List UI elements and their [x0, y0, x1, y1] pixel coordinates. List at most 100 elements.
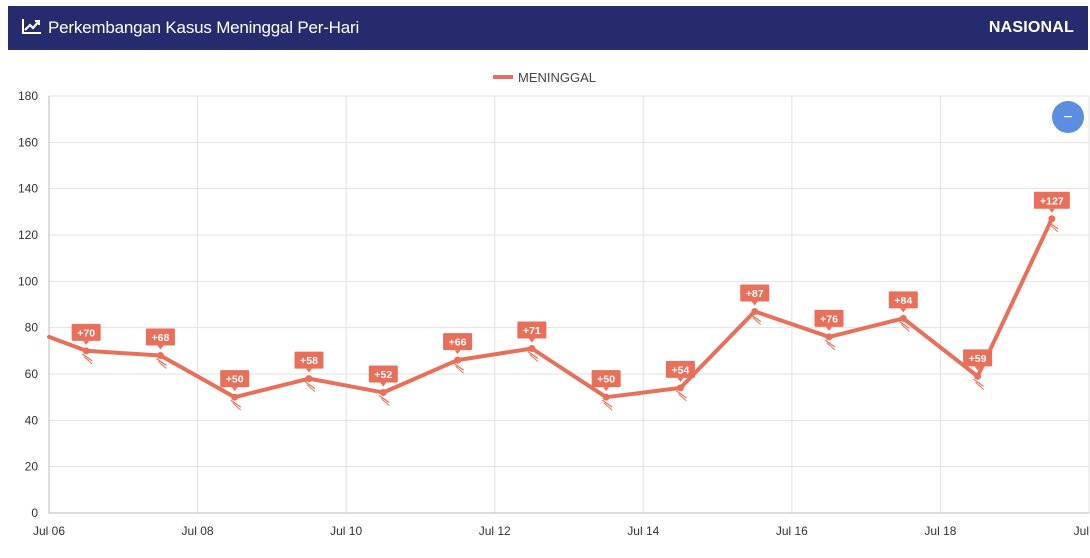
- y-tick-label: 120: [18, 228, 38, 242]
- data-label-box: [294, 351, 324, 369]
- marker-tick: [975, 381, 984, 390]
- header-title-group: Perkembangan Kasus Meninggal Per-Hari: [22, 18, 359, 39]
- chart-header: Perkembangan Kasus Meninggal Per-Hari NA…: [8, 6, 1088, 50]
- data-labels: +70 +68 +50 +58 +52 +66 +71 +50 +54 +87 +76 +84 +59 +…: [71, 191, 1070, 392]
- y-tick-label: 80: [25, 321, 39, 335]
- data-label: +59: [963, 349, 993, 371]
- marker-tick: [529, 354, 539, 362]
- axes: 0 20 40 60 80 100 120 140 160 180 Jul 06 Jul 08 Jul …: [18, 89, 1089, 538]
- marker-tick: [900, 324, 910, 332]
- marker-tick: [304, 381, 316, 390]
- x-tick-label: Jul 06: [33, 524, 65, 538]
- data-point-marker: [750, 307, 762, 325]
- marker-dot: [156, 351, 164, 359]
- data-label: +84: [888, 291, 918, 313]
- y-tick-label: 160: [18, 135, 38, 149]
- data-label-box: [814, 309, 844, 327]
- data-label-pointer: [528, 338, 535, 343]
- marker-tick: [826, 342, 836, 351]
- marker-tick: [973, 378, 984, 387]
- marker-dot: [825, 333, 833, 341]
- data-label-box: [888, 291, 918, 309]
- chart-area: 0 20 40 60 80 100 120 140 160 180 Jul 06 Jul 08 Jul …: [0, 52, 1090, 553]
- legend[interactable]: MENINGGAL: [493, 70, 596, 85]
- marker-dot: [379, 389, 387, 397]
- data-label-pointer: [231, 387, 238, 392]
- data-label-box: [1033, 191, 1070, 209]
- marker-tick: [306, 384, 316, 393]
- data-label-box: [220, 370, 250, 388]
- data-label-pointer: [83, 340, 90, 345]
- marker-tick: [752, 317, 762, 325]
- data-label-text: +50: [597, 374, 615, 386]
- data-label: +76: [814, 309, 844, 331]
- data-label-box: [368, 365, 398, 383]
- data-label-pointer: [751, 301, 758, 306]
- data-label-pointer: [974, 366, 981, 371]
- data-label-text: +50: [226, 374, 244, 386]
- marker-dot: [454, 356, 462, 364]
- marker-dot: [899, 314, 907, 322]
- marker-tick: [603, 402, 613, 411]
- marker-tick: [527, 351, 539, 360]
- data-label-box: [963, 349, 993, 367]
- data-point-marker: [973, 372, 984, 390]
- marker-dot: [602, 393, 610, 401]
- data-label-box: [71, 323, 101, 341]
- marker-dot: [82, 347, 90, 355]
- marker-tick: [455, 365, 464, 374]
- data-label-text: +58: [300, 355, 318, 367]
- marker-tick: [1047, 221, 1059, 230]
- marker-tick: [601, 399, 613, 408]
- marker-tick: [158, 361, 167, 369]
- data-label-text: +70: [77, 327, 95, 339]
- data-label-text: +76: [820, 313, 838, 325]
- y-tick-label: 180: [18, 89, 38, 103]
- data-point-marker: [527, 345, 539, 362]
- data-label: +50: [220, 370, 250, 392]
- data-label-pointer: [380, 382, 387, 387]
- data-label-pointer: [603, 387, 610, 392]
- x-tick-label: Jul 16: [776, 524, 808, 538]
- marker-dot: [305, 375, 313, 383]
- marker-tick: [824, 339, 836, 348]
- data-label-box: [665, 360, 695, 378]
- minus-icon: −: [1063, 109, 1072, 126]
- data-label-pointer: [826, 326, 832, 331]
- data-label: +50: [591, 370, 621, 392]
- data-label-box: [517, 321, 547, 339]
- data-point-marker: [378, 389, 390, 406]
- marker-tick: [156, 357, 167, 366]
- marker-tick: [232, 402, 242, 411]
- data-label-pointer: [1048, 208, 1055, 213]
- data-point-marker: [304, 375, 316, 393]
- x-tick-label: Jul 12: [479, 524, 511, 538]
- marker-dot: [676, 384, 684, 392]
- data-label: +54: [665, 360, 695, 382]
- data-label-text: +68: [152, 332, 170, 344]
- marker-tick: [453, 362, 464, 371]
- zoom-out-button[interactable]: −: [1052, 101, 1084, 133]
- data-label-text: +84: [894, 295, 912, 307]
- data-point-marker: [1047, 215, 1059, 233]
- marker-dot: [528, 345, 536, 353]
- data-point-marker: [898, 314, 910, 332]
- data-label-text: +52: [374, 369, 392, 381]
- chart-title: Perkembangan Kasus Meninggal Per-Hari: [48, 18, 360, 37]
- marker-dot: [974, 372, 982, 380]
- data-label: +70: [71, 323, 101, 345]
- data-label-text: +66: [449, 337, 467, 349]
- x-tick-label: Jul 08: [182, 524, 214, 538]
- series-meninggal: [47, 215, 1059, 411]
- line-chart-icon: [22, 18, 42, 39]
- data-label-pointer: [677, 377, 684, 382]
- marker-tick: [898, 320, 910, 329]
- marker-tick: [750, 313, 762, 322]
- data-label: +58: [294, 351, 324, 373]
- marker-dot: [1048, 215, 1056, 223]
- y-tick-label: 0: [31, 506, 38, 520]
- marker-tick: [81, 353, 93, 362]
- data-label-pointer: [454, 350, 461, 355]
- data-label-box: [740, 284, 770, 302]
- x-tick-label: Jul: [1074, 524, 1089, 538]
